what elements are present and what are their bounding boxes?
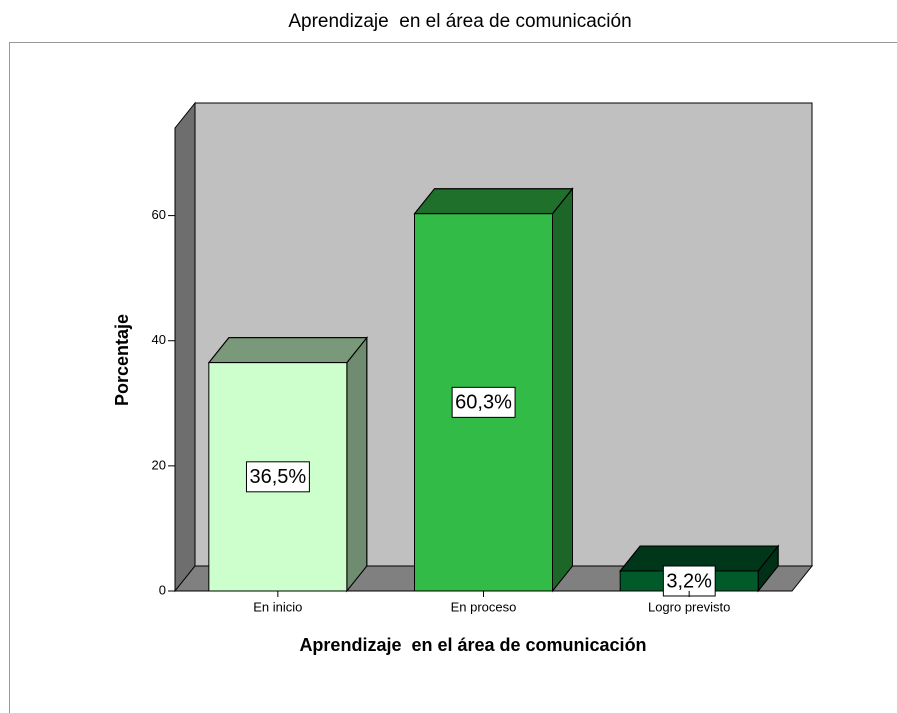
- bar-top-shade: [413, 188, 574, 215]
- x-tick-label: En proceso: [451, 599, 517, 614]
- x-tick-label: Logro previsto: [648, 599, 730, 614]
- value-label-box: [245, 461, 310, 493]
- chart-title: Aprendizaje en el área de comunicación: [288, 11, 631, 32]
- left-wall: [174, 101, 196, 593]
- y-tick-label: 20: [152, 457, 166, 472]
- value-label: 3,2%: [666, 570, 712, 592]
- bar-side-shade: [346, 336, 368, 593]
- frame: [9, 42, 897, 713]
- value-label-box: [451, 386, 516, 418]
- bar-top-shade: [207, 337, 368, 364]
- value-label-box: [662, 565, 716, 597]
- bar-side-shade: [552, 187, 573, 593]
- value-label: 60,3%: [455, 392, 512, 414]
- value-label: 36,5%: [249, 466, 306, 488]
- x-axis-label: Aprendizaje en el área de comunicación: [299, 635, 646, 655]
- y-axis-label: Porcentaje: [112, 314, 132, 406]
- y-tick-label: 40: [152, 332, 166, 347]
- y-tick-label: 60: [152, 207, 166, 222]
- x-tick-label: En inicio: [253, 599, 302, 614]
- y-tick-label: 0: [159, 582, 166, 597]
